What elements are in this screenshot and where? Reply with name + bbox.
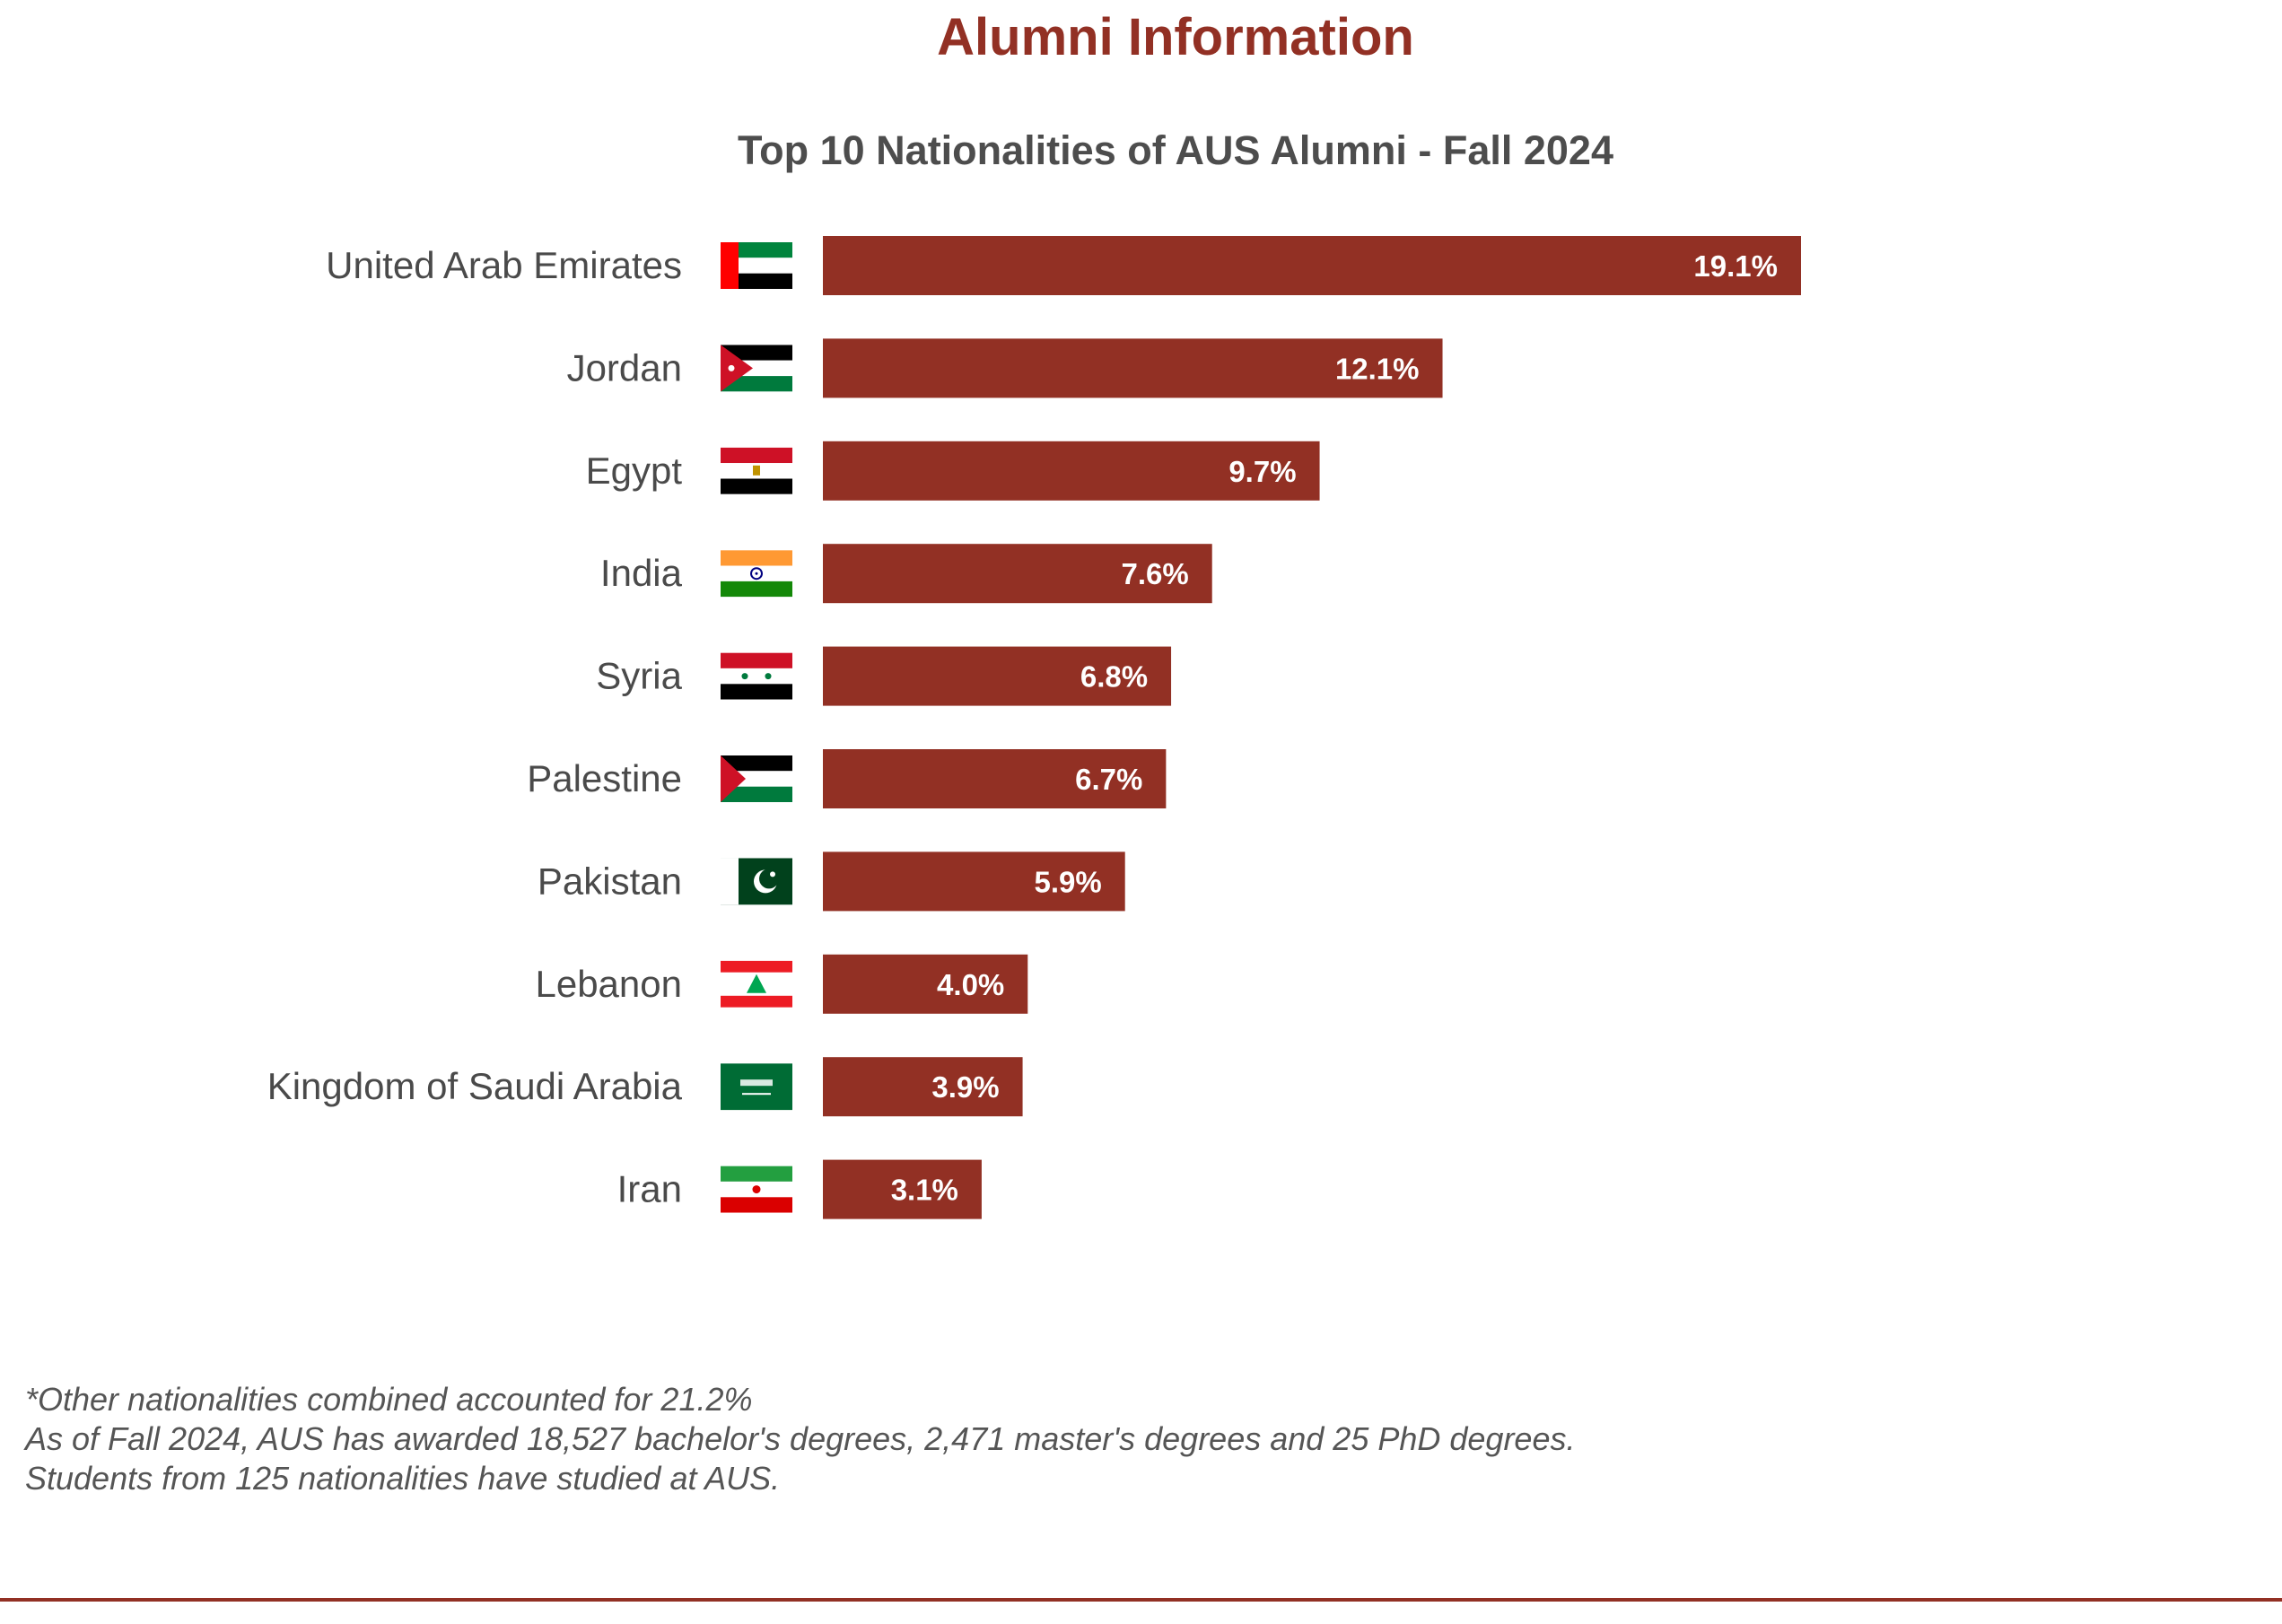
egypt-flag-icon bbox=[721, 447, 792, 494]
data-label: 5.9% bbox=[1034, 865, 1101, 898]
bar bbox=[823, 1159, 982, 1219]
category-label: Iran bbox=[617, 1168, 682, 1210]
bar bbox=[823, 338, 1443, 398]
category-label: United Arab Emirates bbox=[326, 244, 682, 286]
iran-flag-icon bbox=[721, 1166, 792, 1213]
bottom-divider bbox=[0, 1598, 2282, 1602]
chart-title: Top 10 Nationalities of AUS Alumni - Fal… bbox=[737, 127, 1613, 173]
category-label: Pakistan bbox=[538, 860, 682, 902]
category-label: Palestine bbox=[527, 757, 682, 799]
bars-layer: United Arab Emirates 19.1% Jordan 12.1% Egyp… bbox=[267, 236, 1801, 1219]
page-title: Alumni Information bbox=[937, 8, 1414, 66]
data-label: 4.0% bbox=[937, 968, 1004, 1001]
bar bbox=[823, 954, 1028, 1014]
syria-flag-icon bbox=[721, 652, 792, 700]
data-label: 9.7% bbox=[1228, 455, 1296, 488]
data-label: 12.1% bbox=[1335, 352, 1420, 385]
uae-flag-icon bbox=[721, 242, 792, 289]
data-label: 7.6% bbox=[1121, 557, 1188, 590]
data-label: 3.9% bbox=[931, 1070, 999, 1104]
bar bbox=[823, 749, 1167, 808]
category-label: Egypt bbox=[586, 450, 683, 492]
footnote-other-nationalities: *Other nationalities combined accounted … bbox=[25, 1381, 753, 1418]
footnote-nationalities-count: Students from 125 nationalities have stu… bbox=[25, 1460, 781, 1497]
bar-chart: United Arab Emirates 19.1% Jordan 12.1% Egyp… bbox=[267, 236, 1801, 1219]
bar bbox=[823, 851, 1125, 912]
category-label: India bbox=[600, 552, 683, 594]
category-label: Jordan bbox=[567, 346, 682, 389]
palestine-flag-icon bbox=[721, 755, 792, 802]
pakistan-flag-icon bbox=[721, 858, 792, 905]
category-label: Syria bbox=[596, 655, 682, 697]
bar bbox=[823, 544, 1212, 604]
data-label: 19.1% bbox=[1693, 249, 1778, 283]
bar bbox=[823, 646, 1172, 706]
category-label: Kingdom of Saudi Arabia bbox=[267, 1065, 683, 1107]
bar bbox=[823, 441, 1320, 501]
category-label: Lebanon bbox=[535, 963, 682, 1005]
india-flag-icon bbox=[721, 550, 792, 598]
footnotes: *Other nationalities combined accounted … bbox=[25, 1380, 2179, 1498]
data-label: 6.7% bbox=[1075, 763, 1142, 796]
jordan-flag-icon bbox=[721, 345, 792, 392]
saudi-arabia-flag-icon bbox=[721, 1063, 792, 1111]
footnote-degrees-awarded: As of Fall 2024, AUS has awarded 18,527 … bbox=[25, 1420, 1576, 1457]
data-label: 3.1% bbox=[891, 1174, 958, 1207]
lebanon-flag-icon bbox=[721, 960, 792, 1008]
bar bbox=[823, 1057, 1023, 1117]
data-label: 6.8% bbox=[1080, 660, 1148, 694]
bar bbox=[823, 236, 1801, 295]
